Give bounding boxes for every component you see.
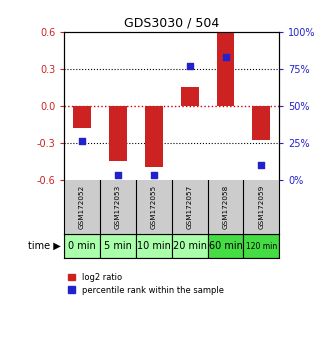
Text: GSM172055: GSM172055 <box>151 184 157 229</box>
Bar <box>243 234 279 258</box>
Bar <box>172 234 208 258</box>
Point <box>116 172 121 178</box>
Title: GDS3030 / 504: GDS3030 / 504 <box>124 16 219 29</box>
Legend: log2 ratio, percentile rank within the sample: log2 ratio, percentile rank within the s… <box>68 273 224 295</box>
Point <box>151 172 156 178</box>
Bar <box>217 32 234 106</box>
Point <box>223 54 228 60</box>
Bar <box>100 234 136 258</box>
Text: 120 min: 120 min <box>246 242 277 251</box>
Bar <box>73 106 91 128</box>
Bar <box>252 106 270 140</box>
Bar <box>145 106 163 167</box>
Text: GSM172058: GSM172058 <box>222 184 229 229</box>
Bar <box>181 87 199 106</box>
Point <box>187 63 192 69</box>
Bar <box>136 234 172 258</box>
Text: 5 min: 5 min <box>104 241 132 251</box>
Bar <box>208 234 243 258</box>
Bar <box>64 234 100 258</box>
Text: GSM172057: GSM172057 <box>187 184 193 229</box>
Point <box>259 162 264 168</box>
Text: GSM172052: GSM172052 <box>79 184 85 229</box>
Text: 10 min: 10 min <box>137 241 171 251</box>
Text: 20 min: 20 min <box>173 241 207 251</box>
Text: 0 min: 0 min <box>68 241 96 251</box>
Bar <box>109 106 127 161</box>
Text: GSM172059: GSM172059 <box>258 184 265 229</box>
Text: time ▶: time ▶ <box>28 241 61 251</box>
Point <box>80 138 85 144</box>
Text: 60 min: 60 min <box>209 241 242 251</box>
Text: GSM172053: GSM172053 <box>115 184 121 229</box>
